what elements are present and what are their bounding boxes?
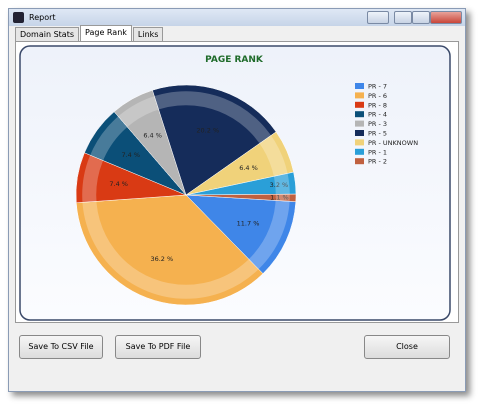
legend-swatch: [355, 111, 364, 118]
close-window-button[interactable]: [430, 11, 462, 24]
chart: PAGE RANK 11.7 % 36.2 % 7.4 % 7.4 % 6.4 % 20.…: [19, 45, 451, 321]
legend-swatch: [355, 148, 364, 155]
title-bar: Report: [9, 9, 465, 26]
legend-swatch: [355, 120, 364, 127]
slice-label: 36.2 %: [150, 255, 173, 263]
legend-label: PR - UNKNOWN: [368, 139, 418, 147]
slice-label: 1.1 %: [270, 193, 289, 201]
slice-label: 6.4 %: [239, 164, 258, 172]
legend-label: PR - 1: [368, 148, 387, 156]
legend-label: PR - 6: [368, 92, 387, 100]
tab[interactable]: Domain Stats: [15, 27, 80, 41]
app-icon: [13, 12, 24, 23]
pie-slice: [152, 84, 277, 196]
pie-sheen: [82, 91, 290, 299]
legend-swatch: [355, 101, 364, 108]
tab-panel: PAGE RANK 11.7 % 36.2 % 7.4 % 7.4 % 6.4 % 20.…: [15, 41, 459, 323]
tab[interactable]: Page Rank: [80, 25, 132, 41]
legend-swatch: [355, 92, 364, 99]
window: Report Domain Stats Page Rank Links PAGE R…: [8, 8, 466, 392]
tab[interactable]: Links: [132, 27, 164, 41]
window-title: Report: [29, 13, 56, 22]
slice-label: 6.4 %: [143, 132, 162, 140]
legend-swatch: [355, 130, 364, 136]
slice-label: 11.7 %: [237, 219, 260, 227]
slice-label: 7.4 %: [109, 180, 128, 188]
pie-slice: [185, 194, 297, 274]
pie-slice: [76, 194, 264, 306]
button[interactable]: Save To PDF File: [115, 335, 201, 359]
legend-label: PR - 7: [368, 83, 387, 91]
legend-label: PR - 2: [368, 158, 387, 166]
restore-button[interactable]: [367, 11, 389, 24]
legend-label: PR - 5: [368, 130, 387, 138]
legend-swatch: [355, 158, 364, 165]
minimize-button[interactable]: [394, 11, 412, 24]
legend-label: PR - 3: [368, 120, 387, 128]
legend-label: PR - 4: [368, 111, 387, 119]
tab-bar: Domain Stats Page Rank Links: [15, 25, 164, 41]
legend-swatch: [355, 139, 364, 146]
button[interactable]: Close: [364, 335, 450, 359]
slice-label: 7.4 %: [121, 151, 140, 159]
chart-title: PAGE RANK: [205, 55, 264, 65]
legend-swatch: [355, 83, 364, 89]
maximize-button[interactable]: [412, 11, 430, 24]
legend-label: PR - 8: [368, 101, 387, 109]
slice-label: 3.2 %: [270, 181, 289, 189]
pie-slice: [185, 193, 297, 202]
button[interactable]: Save To CSV File: [19, 335, 103, 359]
slice-label: 20.2 %: [196, 126, 219, 134]
